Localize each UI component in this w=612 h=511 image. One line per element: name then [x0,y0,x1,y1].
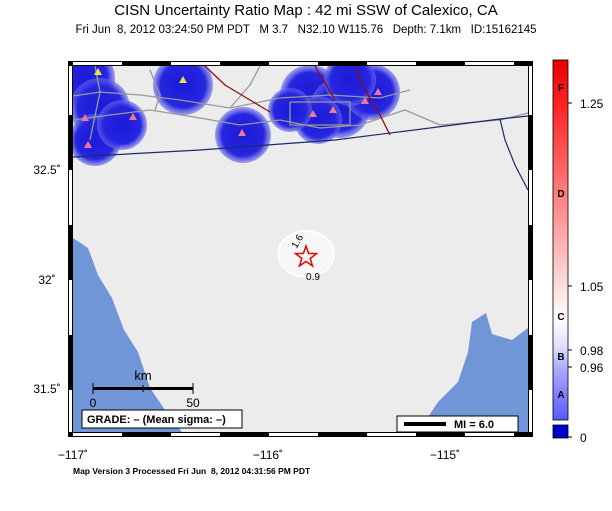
subtitle: Fri Jun 8, 2012 03:24:50 PM PDT M 3.7 N3… [75,24,536,36]
title: CISN Uncertainty Ratio Map : 42 mi SSW o… [114,2,497,19]
colorbar-tick-label: 1.25 [580,97,604,111]
grade-letter: D [557,189,564,200]
border [73,115,528,191]
contour-label: 0.9 [306,272,320,283]
colorbar-tick-label: 0.96 [580,361,604,375]
lon-label: −115˚ [430,448,460,462]
grade-box [81,409,243,429]
station [309,110,317,117]
scale-label: 50 [186,396,200,410]
grade-letter: F [558,83,564,94]
colorbar-zero [552,424,569,439]
grade-letter: A [557,390,564,401]
uncertainty-area [97,100,147,150]
faults [204,66,391,136]
grade-letter: C [557,312,564,323]
ocean [418,313,528,432]
lon-label: −116˚ [253,448,283,462]
lon-label: −117˚ [58,448,88,462]
epicenter [293,243,319,268]
station [361,97,369,104]
station [84,141,92,148]
station [94,68,102,75]
mi-box [396,415,519,433]
station [374,88,382,95]
footer: Map Version 3 Processed Fri Jun 8, 2012 … [73,466,311,476]
colorbar-tick-label: 1.05 [580,280,604,294]
lat-label: 32˚ [38,273,55,287]
colorbar-labels: F D C B A 1.25 1.05 0.98 0.96 0 [557,83,603,445]
lat-label: 32.5˚ [33,163,60,177]
lat-label: 31.5˚ [33,382,60,396]
station [238,129,246,136]
mi-legend: MI = 6.0 [454,419,494,431]
station [179,76,187,83]
map [73,66,528,432]
colorbar-tick-label: 0.98 [580,344,604,358]
colorbar-tick-label: 0 [580,431,587,445]
station [81,114,89,121]
contour [277,230,335,278]
stations [81,68,382,148]
grade-letter: B [557,352,564,363]
station [329,106,337,113]
scale-unit: km [134,368,151,383]
scale-label: 0 [90,396,97,410]
frame-ticks [69,62,532,436]
roads [73,66,528,141]
grade: GRADE: – (Mean sigma: –) [87,414,226,426]
colorbar [552,59,569,421]
mi-line [404,422,446,426]
station [129,113,137,120]
ocean [73,238,182,432]
